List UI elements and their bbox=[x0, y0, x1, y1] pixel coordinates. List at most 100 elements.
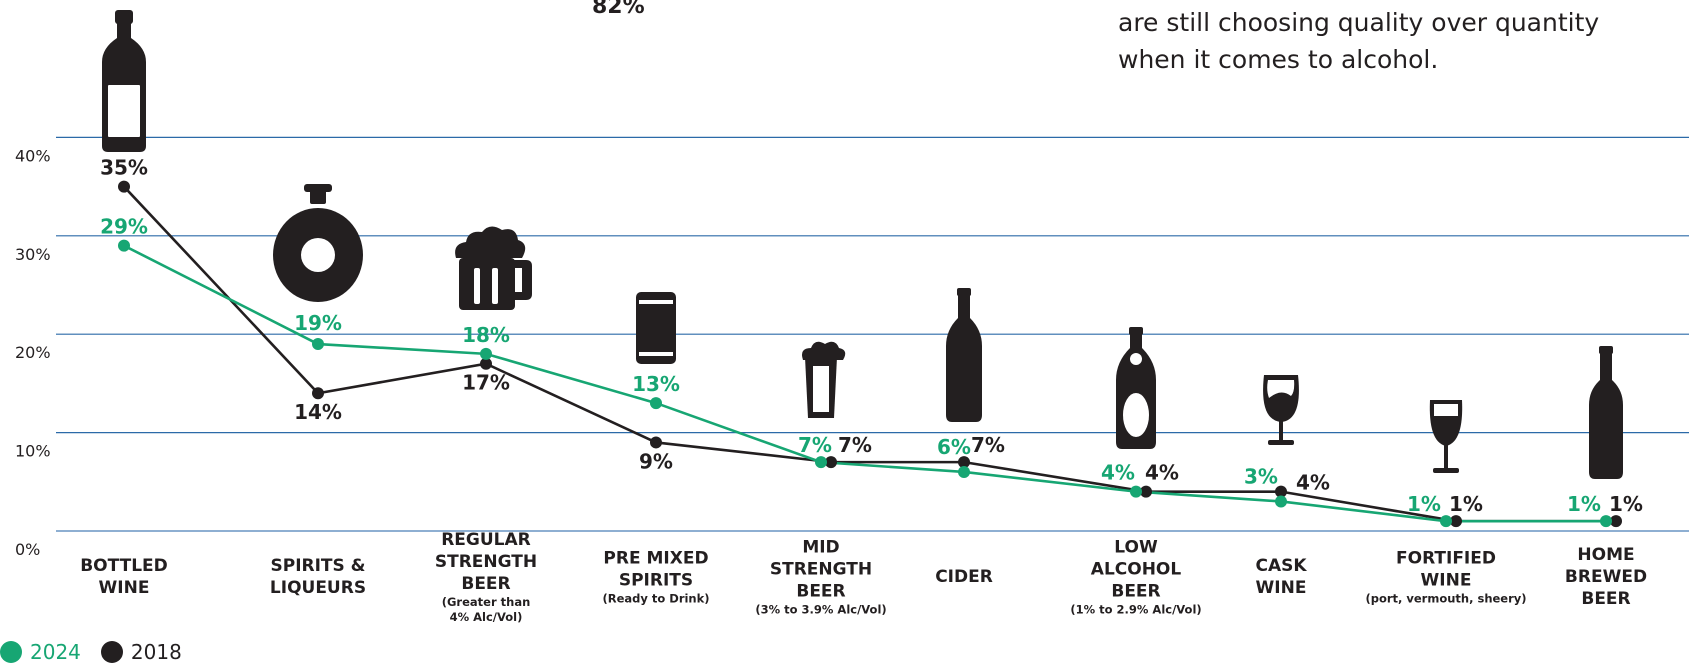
beer-mug-icon-part bbox=[492, 268, 498, 304]
data-label-2018: 4% bbox=[1145, 461, 1179, 485]
wine-bottle-icon-part bbox=[108, 85, 140, 137]
category-label: STRENGTH bbox=[435, 552, 537, 572]
data-point-2024 bbox=[480, 347, 492, 360]
cider-bottle-icon-part bbox=[946, 295, 982, 422]
category-label: ALCOHOL bbox=[1091, 560, 1182, 580]
beer-glass-icon-part bbox=[813, 366, 829, 412]
wine-bottle-icon bbox=[102, 10, 146, 152]
wine-bottle-icon-part bbox=[115, 10, 133, 24]
data-label-2018: 7% bbox=[971, 433, 1005, 457]
category-label: CASK bbox=[1255, 556, 1307, 576]
port-glass-icon-part bbox=[1434, 404, 1458, 416]
data-point-2018 bbox=[118, 180, 130, 193]
can-icon-part bbox=[639, 300, 673, 304]
data-point-2018 bbox=[1450, 515, 1462, 528]
data-label-2018: 35% bbox=[100, 156, 148, 180]
category-label: BOTTLED bbox=[80, 556, 168, 576]
category-label: SPIRITS bbox=[619, 571, 693, 591]
beer-bottle-label-icon-part bbox=[1130, 353, 1142, 365]
beer-bottle-icon bbox=[1589, 346, 1623, 479]
data-label-2024: 18% bbox=[462, 323, 510, 347]
wine-glass-icon-part bbox=[1267, 380, 1295, 398]
data-point-2018 bbox=[958, 456, 970, 469]
wine-glass-icon-part bbox=[1279, 421, 1283, 441]
category-label: CIDER bbox=[935, 567, 993, 587]
data-point-2024 bbox=[1600, 515, 1612, 528]
series-line-2018 bbox=[123, 185, 1616, 523]
beer-mug-icon-part bbox=[459, 258, 515, 310]
legend-item-2024: 2024 bbox=[0, 640, 81, 664]
category-label: LOW bbox=[1114, 538, 1158, 558]
category-label: BEER bbox=[461, 574, 510, 594]
data-point-2018 bbox=[825, 456, 837, 469]
decanter-icon-part bbox=[301, 238, 335, 272]
decanter-icon-part bbox=[310, 190, 326, 204]
data-point-2018 bbox=[480, 357, 492, 370]
category-sublabel: (Greater than bbox=[442, 595, 531, 609]
data-label-2024: 1% bbox=[1407, 492, 1441, 516]
category-label: LIQUEURS bbox=[270, 578, 366, 598]
category-label: BREWED bbox=[1565, 567, 1647, 587]
series-line-2024 bbox=[123, 244, 1606, 523]
data-label-2018: 1% bbox=[1609, 492, 1643, 516]
category-label: FORTIFIED bbox=[1396, 549, 1496, 569]
category-sublabel: 4% Alc/Vol) bbox=[450, 610, 523, 624]
category-label: REGULAR bbox=[441, 530, 531, 550]
data-point-2018 bbox=[1610, 515, 1622, 528]
category-label: WINE bbox=[99, 578, 150, 598]
can-icon bbox=[636, 292, 676, 364]
data-point-2024 bbox=[312, 338, 324, 351]
legend-label-2024: 2024 bbox=[30, 640, 81, 664]
port-glass-icon-part bbox=[1444, 445, 1448, 469]
data-point-2024 bbox=[118, 239, 130, 252]
category-label: BEER bbox=[1111, 582, 1160, 602]
beer-bottle-icon-part bbox=[1599, 346, 1613, 354]
data-label-2018: 14% bbox=[294, 400, 342, 424]
beer-glass-icon-part bbox=[802, 341, 846, 360]
beer-glass-icon bbox=[802, 341, 846, 418]
cider-bottle-icon bbox=[946, 288, 982, 422]
category-label: BEER bbox=[1581, 589, 1630, 609]
data-point-2024 bbox=[650, 397, 662, 410]
data-label-2024: 19% bbox=[294, 311, 342, 335]
y-tick-label: 30% bbox=[15, 245, 51, 264]
data-label-2024: 3% bbox=[1244, 464, 1278, 488]
category-label: MID bbox=[802, 538, 839, 558]
category-sublabel: (1% to 2.9% Alc/Vol) bbox=[1070, 603, 1201, 617]
beer-mug-icon bbox=[455, 226, 532, 310]
intro-line-1: are still choosing quality over quantity bbox=[1118, 8, 1600, 37]
y-tick-label: 0% bbox=[15, 540, 40, 559]
can-icon-part bbox=[639, 352, 673, 356]
data-point-2024 bbox=[1130, 485, 1142, 498]
wine-glass-icon-part bbox=[1268, 440, 1294, 445]
category-label: SPIRITS & bbox=[270, 556, 365, 576]
category-sublabel: (port, vermouth, sheery) bbox=[1365, 592, 1526, 606]
beer-mug-icon-part bbox=[474, 268, 480, 304]
decanter-icon bbox=[273, 184, 363, 302]
decanter-icon-part bbox=[304, 184, 332, 192]
can-icon-part bbox=[636, 292, 676, 364]
data-point-2024 bbox=[958, 465, 970, 478]
port-glass-icon bbox=[1429, 400, 1463, 473]
intro-line-2: when it comes to alcohol. bbox=[1118, 45, 1439, 74]
data-label-2024: 6% bbox=[937, 435, 971, 459]
legend-swatch-2024 bbox=[0, 641, 22, 663]
data-label-2024: 29% bbox=[100, 215, 148, 239]
top-percent: 82% bbox=[592, 0, 645, 19]
data-point-2024 bbox=[1440, 515, 1452, 528]
legend-item-2018: 2018 bbox=[100, 640, 182, 664]
data-point-2018 bbox=[1140, 485, 1152, 498]
data-point-2024 bbox=[1275, 495, 1287, 508]
category-label: HOME bbox=[1577, 545, 1634, 565]
beer-bottle-label-icon-part bbox=[1129, 327, 1143, 335]
beer-mug-icon-part bbox=[455, 226, 526, 258]
legend-label-2018: 2018 bbox=[130, 640, 182, 664]
data-label-2018: 7% bbox=[838, 433, 872, 457]
legend-swatch-2018 bbox=[100, 641, 123, 663]
data-point-2018 bbox=[312, 387, 324, 400]
intro-text: are still choosing quality over quantity… bbox=[1118, 4, 1678, 78]
category-sublabel: (3% to 3.9% Alc/Vol) bbox=[755, 603, 886, 617]
beer-bottle-label-icon bbox=[1116, 327, 1156, 449]
